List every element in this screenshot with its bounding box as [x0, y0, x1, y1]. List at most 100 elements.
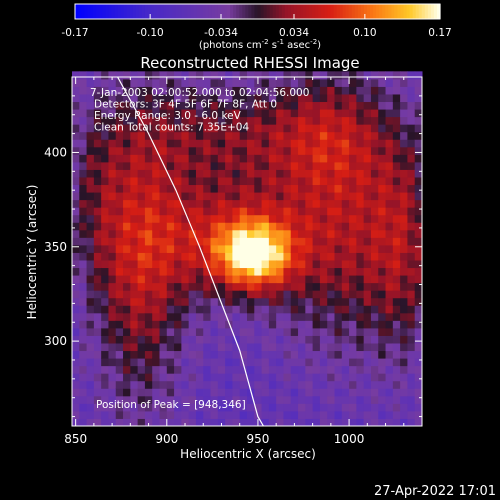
heatmap-cell	[188, 237, 197, 246]
heatmap-cell	[166, 139, 175, 148]
heatmap-cell	[188, 275, 197, 284]
annotation-line: 7-Jan-2003 02:00:52.000 to 02:04:56.000	[90, 87, 309, 99]
heatmap-cell	[232, 101, 241, 110]
heatmap-cell	[268, 146, 277, 155]
heatmap-cell	[166, 418, 175, 427]
heatmap-cell	[181, 350, 190, 359]
heatmap-cell	[225, 214, 233, 223]
heatmap-cell	[232, 380, 241, 389]
heatmap-cell	[276, 267, 284, 276]
heatmap-cell	[254, 358, 263, 367]
heatmap-cell	[327, 395, 335, 404]
heatmap-cell	[298, 169, 306, 178]
heatmap-cell	[203, 101, 212, 110]
heatmap-cell	[378, 380, 387, 389]
heatmap-cell	[79, 109, 88, 118]
heatmap-cell	[414, 335, 423, 344]
colorbar-cell	[169, 4, 173, 19]
heatmap-cell	[137, 358, 146, 367]
heatmap-cell	[210, 252, 219, 261]
heatmap-cell	[392, 116, 401, 125]
heatmap-cell	[144, 229, 153, 238]
heatmap-cell	[166, 410, 175, 419]
heatmap-cell	[407, 395, 416, 404]
heatmap-cell	[363, 395, 372, 404]
colorbar-cell	[99, 4, 103, 19]
heatmap-cell	[188, 229, 197, 238]
heatmap-cell	[166, 237, 175, 246]
heatmap-cell	[327, 116, 335, 125]
heatmap-cell	[210, 335, 219, 344]
heatmap-cell	[159, 290, 168, 299]
heatmap-cell	[174, 267, 182, 276]
heatmap-cell	[356, 124, 365, 133]
heatmap-cell	[378, 207, 387, 216]
heatmap-cell	[123, 214, 131, 223]
heatmap-cell	[341, 199, 350, 208]
heatmap-cell	[101, 169, 109, 178]
heatmap-cell	[334, 342, 343, 352]
heatmap-cell	[392, 267, 401, 276]
colorbar-cell	[178, 4, 183, 19]
heatmap-cell	[341, 154, 350, 163]
colorbar-cell	[376, 4, 380, 19]
heatmap-cell	[115, 259, 124, 269]
heatmap-cell	[334, 297, 343, 306]
colorbar-cell	[363, 4, 368, 19]
heatmap-cell	[144, 252, 153, 261]
heatmap-cell	[268, 184, 277, 193]
heatmap-cell	[312, 395, 321, 404]
heatmap-cell	[210, 358, 219, 367]
heatmap-cell	[79, 124, 88, 133]
heatmap-cell	[159, 380, 168, 389]
heatmap-cell	[195, 252, 204, 261]
heatmap-cell	[305, 207, 314, 216]
heatmap-cell	[108, 350, 117, 359]
heatmap-cell	[319, 350, 328, 359]
heatmap-cell	[385, 275, 394, 284]
heatmap-cell	[414, 146, 423, 155]
heatmap-cell	[247, 86, 255, 95]
heatmap-cell	[123, 176, 131, 186]
heatmap-cell	[407, 176, 416, 186]
heatmap-cell	[93, 161, 102, 170]
heatmap-cell	[144, 305, 153, 314]
heatmap-cell	[232, 109, 241, 118]
heatmap-cell	[203, 109, 212, 118]
heatmap-cell	[239, 214, 248, 223]
heatmap-cell	[392, 237, 401, 246]
heatmap-cell	[370, 388, 379, 397]
heatmap-cell	[210, 350, 219, 359]
heatmap-cell	[86, 109, 95, 118]
heatmap-cell	[115, 199, 124, 208]
heatmap-cell	[217, 154, 226, 163]
heatmap-cell	[356, 395, 365, 404]
heatmap-cell	[174, 214, 182, 223]
heatmap-cell	[72, 71, 80, 80]
heatmap-cell	[312, 176, 321, 186]
heatmap-cell	[356, 410, 365, 419]
heatmap-cell	[276, 199, 284, 208]
heatmap-cell	[188, 131, 197, 140]
heatmap-cell	[137, 418, 146, 427]
heatmap-cell	[72, 222, 80, 231]
heatmap-cell	[268, 342, 277, 352]
heatmap-cell	[181, 86, 190, 95]
heatmap-cell	[188, 358, 197, 367]
heatmap-cell	[123, 373, 131, 382]
heatmap-cell	[210, 214, 219, 223]
heatmap-cell	[276, 365, 284, 374]
colorbar-cell	[251, 4, 256, 19]
heatmap-cell	[137, 297, 146, 306]
heatmap-cell	[86, 290, 95, 299]
heatmap-cell	[144, 124, 153, 133]
heatmap-cell	[400, 365, 408, 374]
heatmap-cell	[261, 312, 270, 321]
peak-label: Position of Peak = [948,346]	[96, 399, 246, 411]
heatmap-cell	[108, 192, 117, 201]
heatmap-cell	[239, 222, 248, 231]
heatmap-cell	[370, 169, 379, 178]
heatmap-cell	[174, 305, 182, 314]
heatmap-cell	[144, 290, 153, 299]
heatmap-cell	[195, 373, 204, 382]
